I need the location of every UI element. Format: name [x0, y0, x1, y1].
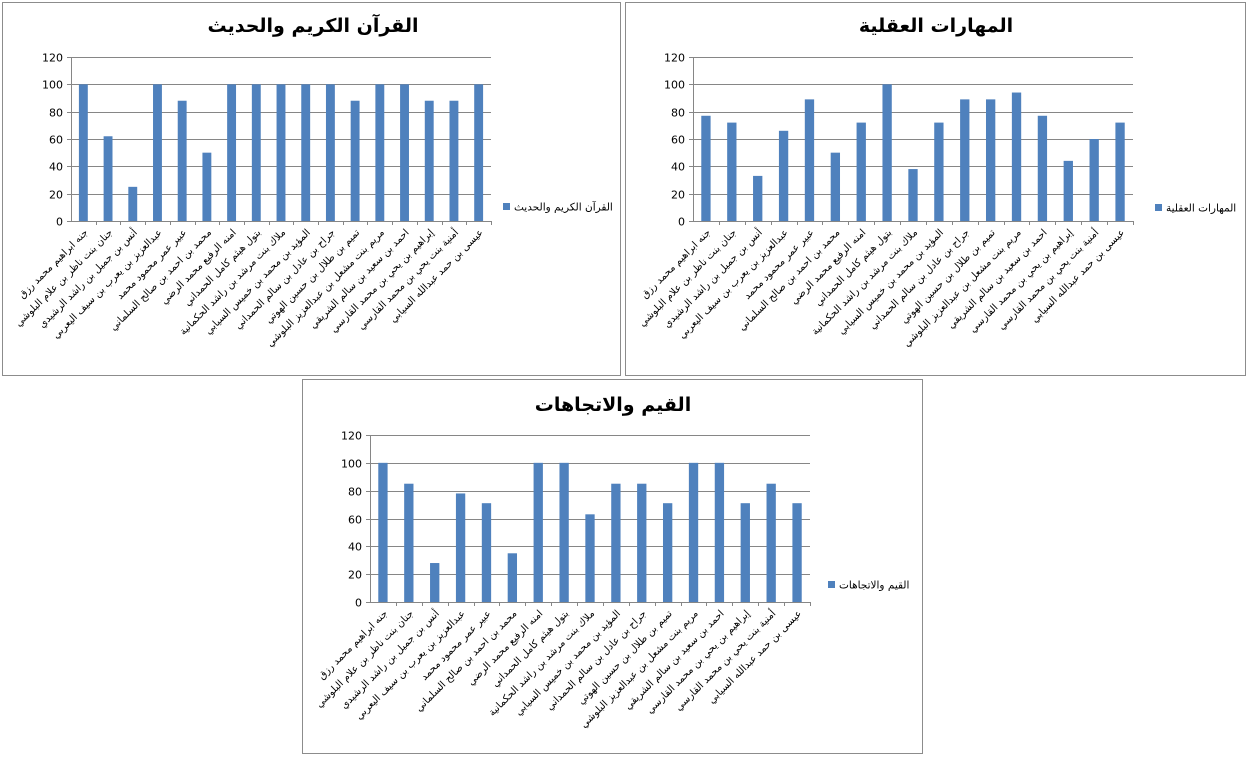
bar: [455, 493, 466, 602]
y-tick-label: 0: [678, 216, 685, 229]
bar: [766, 483, 776, 602]
y-tick-label: 100: [42, 79, 63, 92]
bar: [662, 503, 673, 602]
y-tick-label: 120: [42, 52, 63, 65]
bar: [375, 84, 385, 221]
bar: [449, 100, 459, 221]
bar: [227, 84, 237, 221]
y-tick-label: 60: [348, 514, 362, 527]
legend-swatch: [503, 203, 510, 210]
y-tick-label: 100: [664, 79, 685, 92]
bar: [325, 84, 335, 221]
bar: [1011, 92, 1022, 222]
y-tick-label: 60: [671, 134, 685, 147]
bar: [78, 84, 88, 221]
y-tick-label: 120: [341, 430, 362, 443]
bar: [128, 186, 138, 221]
bar: [400, 84, 409, 221]
x-tick-label: جنان بنت ناظر بن علام البلوشي: [314, 608, 416, 710]
chart-title: القرآن الكريم والحديث: [207, 13, 418, 37]
bar: [804, 99, 815, 221]
y-tick-label: 0: [56, 216, 63, 229]
chart-quran: القرآن الكريم والحديث020406080100120جنه …: [13, 13, 613, 349]
bar: [177, 100, 187, 221]
y-tick-label: 80: [49, 107, 63, 120]
legend-label: المهارات العقلية: [1166, 203, 1236, 215]
bar: [856, 122, 866, 221]
bar: [727, 122, 737, 221]
y-tick-label: 100: [341, 458, 362, 471]
y-tick-label: 40: [671, 161, 685, 174]
legend-swatch: [828, 581, 835, 588]
bar: [701, 115, 711, 221]
y-tick-label: 0: [355, 597, 362, 610]
y-tick-label: 40: [348, 541, 362, 554]
bar: [740, 503, 750, 602]
y-tick-label: 80: [671, 107, 685, 120]
bar: [404, 483, 414, 602]
legend-label: القرآن الكريم والحديث: [514, 201, 613, 214]
bar: [1115, 122, 1125, 221]
y-tick-label: 20: [348, 569, 362, 582]
y-tick-label: 40: [49, 161, 63, 174]
x-tick-label: جنان بنت ناظر بن علام البلوشي: [637, 227, 739, 329]
bar: [1037, 115, 1048, 221]
bar: [430, 563, 440, 602]
chart-panel-mental-skills: المهارات العقلية 0 20 40 60 80 100 120 جنه ابراه…: [625, 2, 1246, 376]
bar: [585, 514, 595, 602]
chart-title: المهارات العقلية: [859, 15, 1013, 37]
bar: [378, 462, 388, 602]
bar: [830, 152, 841, 221]
bar: [882, 84, 892, 221]
bar: [753, 175, 763, 221]
bar: [424, 100, 434, 221]
x-tick-label: جنان بنت ناظر بن علام البلوشي: [13, 227, 115, 329]
bar: [481, 503, 492, 602]
y-tick-label: 60: [49, 134, 63, 147]
bar: [611, 483, 621, 602]
bar: [507, 553, 518, 602]
chart-panel-values: القيم والاتجاهات 0 20 40 60 80 100 120 جنه ابراه…: [302, 379, 923, 754]
y-tick-label: 120: [664, 52, 685, 65]
bar: [301, 84, 311, 221]
bar: [637, 483, 647, 602]
bar: [202, 152, 212, 221]
chart-panel-quran: القرآن الكريم والحديث 0 20 40 60 80 100 120 جنه …: [2, 2, 621, 376]
bar: [985, 99, 996, 221]
bar: [1063, 160, 1073, 221]
bar: [1089, 139, 1099, 221]
y-tick-label: 20: [49, 189, 63, 202]
chart-title: القيم والاتجاهات: [535, 394, 691, 416]
y-tick-label: 80: [348, 486, 362, 499]
bar: [559, 462, 569, 602]
bar: [103, 136, 113, 221]
bar: [908, 169, 918, 221]
bar: [474, 84, 484, 221]
bar: [688, 462, 699, 602]
bar: [934, 122, 944, 221]
y-tick-label: 20: [671, 189, 685, 202]
bar: [251, 84, 261, 221]
bar: [533, 462, 543, 602]
bar: [714, 462, 725, 602]
bar: [153, 84, 162, 221]
bar: [350, 100, 360, 221]
legend-label: القيم والاتجاهات: [839, 580, 909, 592]
bar: [960, 99, 970, 221]
legend-swatch: [1155, 204, 1162, 211]
bar: [276, 84, 286, 221]
bar: [792, 503, 802, 602]
bar: [778, 130, 789, 221]
